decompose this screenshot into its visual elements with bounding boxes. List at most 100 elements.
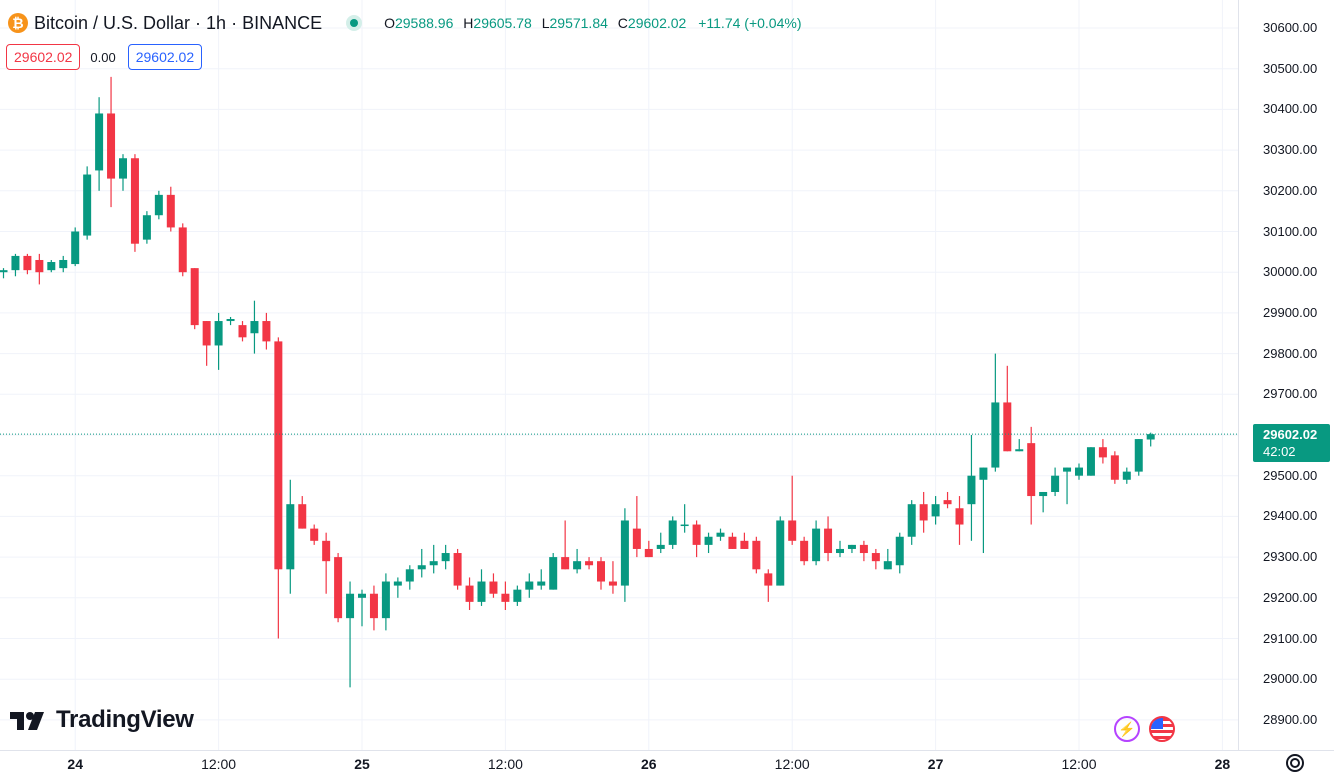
current-price-label: 29602.02 42:02 bbox=[1253, 424, 1330, 462]
low-value: 29571.84 bbox=[549, 15, 608, 31]
candle bbox=[1122, 467, 1131, 484]
candle-body bbox=[632, 528, 641, 549]
lightning-icon[interactable]: ⚡ bbox=[1114, 716, 1140, 742]
candle-body bbox=[154, 194, 163, 216]
candle bbox=[704, 532, 713, 554]
candle-body bbox=[608, 581, 617, 586]
candle-body bbox=[59, 259, 68, 269]
tradingview-logo[interactable]: TradingView bbox=[10, 706, 194, 734]
time-tick-label: 12:00 bbox=[1061, 756, 1097, 772]
candle bbox=[358, 589, 366, 627]
price-tick-label: 29100.00 bbox=[1263, 630, 1318, 646]
candle bbox=[286, 479, 295, 594]
candle-body bbox=[346, 593, 355, 619]
gear-icon[interactable] bbox=[1286, 754, 1304, 772]
candle bbox=[1003, 365, 1012, 452]
candle-body bbox=[513, 589, 522, 602]
candle bbox=[847, 544, 856, 554]
candle-body bbox=[680, 524, 689, 527]
open-key: O bbox=[384, 15, 395, 31]
price-tick-label: 29000.00 bbox=[1263, 671, 1318, 687]
candle-body bbox=[119, 158, 127, 179]
candle-body bbox=[477, 581, 486, 602]
time-tick-label: 25 bbox=[354, 756, 370, 772]
candle bbox=[1086, 447, 1095, 476]
candle bbox=[895, 532, 904, 574]
candle-body bbox=[95, 113, 104, 171]
candle-body bbox=[788, 520, 797, 541]
candle-body bbox=[525, 581, 534, 590]
candle bbox=[429, 544, 438, 574]
candle bbox=[453, 548, 462, 590]
candle-body bbox=[1051, 475, 1060, 492]
open-value: 29588.96 bbox=[394, 15, 454, 31]
candle bbox=[238, 321, 247, 342]
price-tick-label: 30300.00 bbox=[1263, 142, 1318, 158]
candle bbox=[907, 500, 916, 545]
candle-body bbox=[561, 557, 570, 570]
candle bbox=[608, 561, 617, 594]
candle bbox=[668, 516, 677, 549]
candle bbox=[967, 435, 976, 541]
candle-body bbox=[130, 158, 139, 244]
candle-body bbox=[35, 259, 44, 273]
candle-body bbox=[549, 557, 558, 590]
candle-body bbox=[322, 540, 331, 562]
price-tick-label: 29200.00 bbox=[1263, 589, 1318, 605]
price-tick-label: 29400.00 bbox=[1263, 508, 1318, 524]
change-value: +11.74 (+0.04%) bbox=[698, 15, 802, 31]
candle bbox=[119, 154, 127, 191]
candle bbox=[1063, 467, 1072, 505]
candle bbox=[477, 569, 486, 606]
candle bbox=[369, 585, 378, 631]
time-tick-label: 28 bbox=[1214, 756, 1231, 772]
price-tick-label: 29700.00 bbox=[1263, 386, 1318, 402]
chart-legend: ₿ Bitcoin / U.S. Dollar · 1h · BINANCE O… bbox=[8, 10, 801, 36]
candle bbox=[979, 467, 988, 554]
candle bbox=[1110, 451, 1119, 484]
candle bbox=[178, 223, 187, 277]
ohlc-values: O29588.96 H29605.78 L29571.84 C29602.02 … bbox=[384, 15, 801, 31]
candle bbox=[871, 548, 880, 570]
buy-button[interactable]: 29602.02 bbox=[127, 44, 203, 70]
us-flag-icon[interactable] bbox=[1149, 716, 1175, 742]
candle bbox=[1051, 467, 1060, 497]
candle-body bbox=[286, 504, 295, 570]
candle bbox=[561, 520, 570, 570]
candle-body bbox=[955, 508, 964, 525]
candle-body bbox=[871, 553, 880, 562]
price-tick-label: 30400.00 bbox=[1263, 101, 1318, 117]
candle-body bbox=[310, 528, 319, 541]
candle bbox=[788, 475, 797, 545]
time-tick-label: 26 bbox=[641, 756, 657, 772]
candle bbox=[644, 540, 653, 558]
candle-body bbox=[334, 557, 343, 619]
candle bbox=[692, 520, 701, 558]
candle-body bbox=[381, 581, 390, 619]
candle-body bbox=[1134, 439, 1143, 472]
candle-body bbox=[166, 194, 175, 228]
candle-body bbox=[836, 548, 844, 554]
candle bbox=[465, 577, 474, 611]
candle-body bbox=[728, 536, 737, 549]
candle bbox=[83, 166, 92, 240]
sell-button[interactable]: 29602.02 bbox=[6, 44, 81, 70]
symbol-title[interactable]: Bitcoin / U.S. Dollar · 1h · BINANCE bbox=[34, 12, 323, 33]
price-tick-label: 29500.00 bbox=[1263, 467, 1318, 483]
candle-body bbox=[441, 553, 450, 562]
candle bbox=[35, 253, 44, 285]
candle bbox=[716, 528, 725, 541]
price-tick-label: 30100.00 bbox=[1263, 223, 1318, 239]
candle bbox=[262, 312, 271, 350]
time-tick-label: 12:00 bbox=[201, 756, 237, 772]
candle-body bbox=[1003, 402, 1012, 452]
candle-body bbox=[23, 255, 32, 271]
candle-body bbox=[883, 561, 892, 570]
candle bbox=[23, 253, 32, 275]
candle bbox=[346, 581, 355, 688]
price-tick-label: 29900.00 bbox=[1263, 304, 1318, 320]
candle-body bbox=[202, 321, 211, 346]
candle-body bbox=[812, 528, 821, 562]
candle bbox=[95, 97, 104, 191]
